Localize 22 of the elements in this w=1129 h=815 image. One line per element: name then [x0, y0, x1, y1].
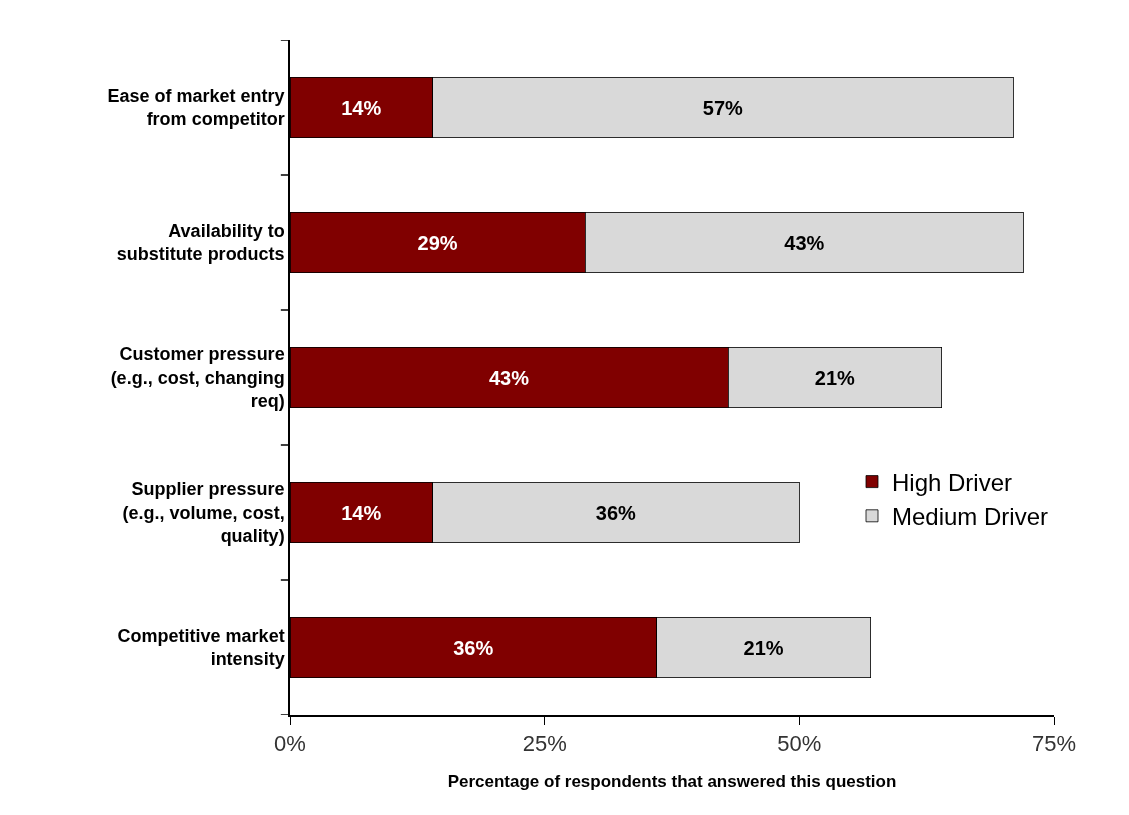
data-label: 14% — [341, 501, 382, 524]
y-tick-label: Supplier pressure (e.g., volume, cost, quality) — [122, 479, 285, 547]
y-tick-label: Ease of market entry from competitor — [107, 86, 285, 130]
x-tick-label: 75% — [1031, 731, 1077, 757]
data-label: 57% — [702, 96, 744, 119]
x-tick-label: 50% — [777, 731, 822, 757]
data-label: 36% — [595, 501, 637, 524]
data-label: 43% — [488, 366, 530, 389]
legend-label: High Driver — [892, 468, 1013, 496]
data-label: 21% — [743, 636, 784, 659]
y-tick-label: Availability to substitute products — [116, 221, 285, 265]
data-label: 29% — [417, 231, 458, 254]
x-axis-title: Percentage of respondents that answered this question — [447, 772, 897, 792]
data-label: 43% — [784, 231, 825, 254]
x-tick-label: 0% — [274, 731, 306, 757]
data-label: 36% — [453, 636, 494, 659]
y-tick-label: Customer pressure (e.g., cost, changing req) — [110, 344, 285, 412]
legend-label: Medium Driver — [892, 503, 1049, 531]
data-label: 21% — [814, 366, 856, 389]
x-tick-label: 25% — [522, 731, 567, 757]
data-label: 14% — [341, 96, 382, 119]
y-tick-label: Competitive market intensity — [117, 626, 285, 670]
